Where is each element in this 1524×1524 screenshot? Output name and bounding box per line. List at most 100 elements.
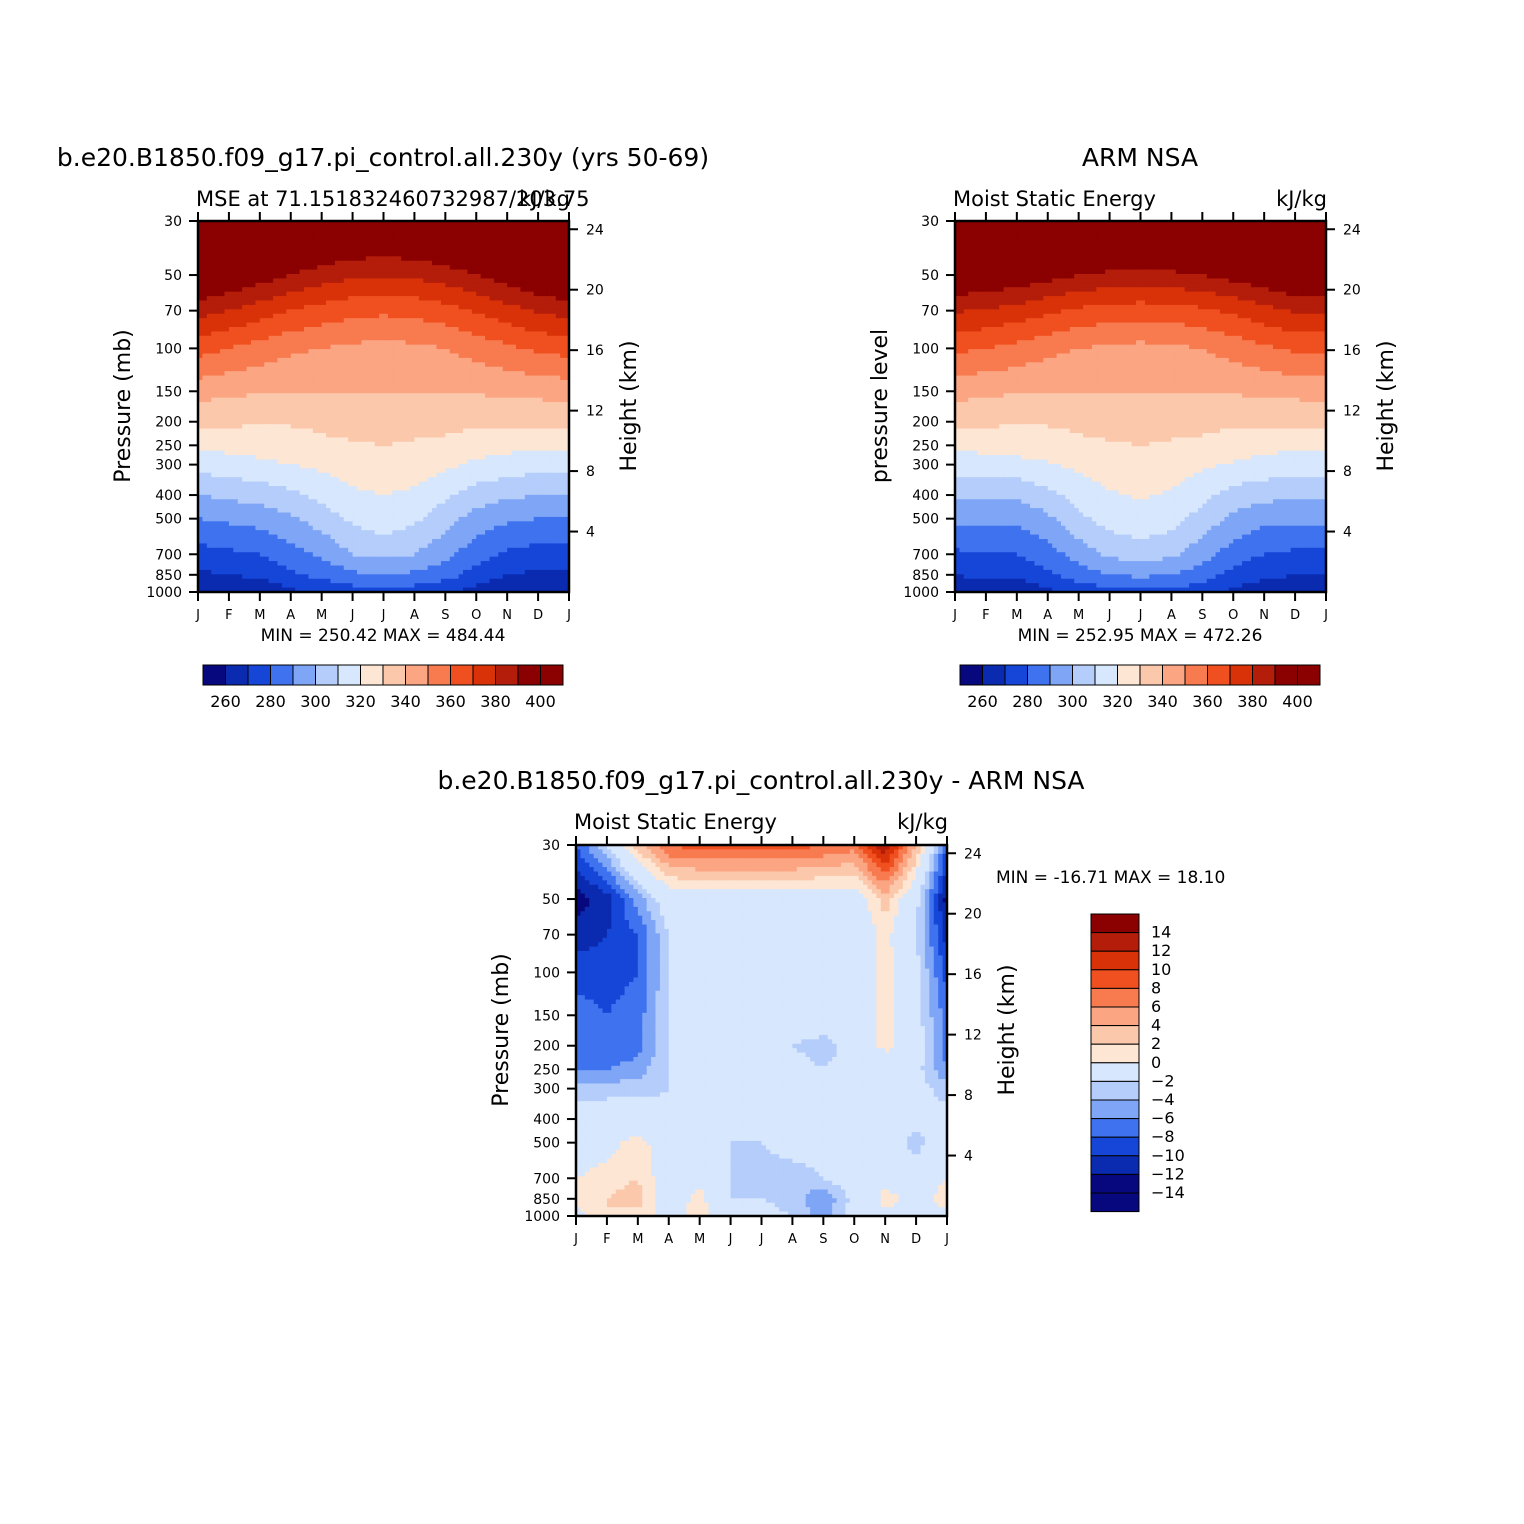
contour-cell	[542, 371, 548, 377]
contour-cell	[516, 424, 522, 430]
contour-cell	[339, 304, 345, 310]
contour-cell	[436, 247, 442, 253]
contour-cell	[507, 433, 513, 439]
contour-cell	[449, 327, 455, 333]
contour-cell	[542, 406, 548, 412]
contour-cell	[427, 349, 433, 355]
contour-cell	[387, 415, 393, 421]
contour-cell	[440, 384, 446, 390]
contour-cell	[387, 340, 393, 346]
contour-cell	[286, 406, 292, 412]
contour-cell	[485, 349, 491, 355]
contour-cell	[498, 265, 504, 271]
contour-cell	[493, 380, 499, 386]
contour-cell	[449, 260, 455, 266]
contour-cell	[198, 428, 204, 434]
contour-cell	[370, 313, 376, 319]
contour-cell	[202, 221, 208, 227]
contour-cell	[432, 349, 438, 355]
contour-cell	[215, 455, 221, 461]
contour-cell	[542, 380, 548, 386]
contour-cell	[206, 393, 212, 399]
contour-cell	[233, 300, 239, 306]
contour-cell	[449, 256, 455, 262]
contour-cell	[348, 410, 354, 416]
contour-cell	[334, 380, 340, 386]
contour-cell	[330, 278, 336, 284]
contour-cell	[564, 419, 570, 425]
contour-cell	[555, 384, 561, 390]
contour-cell	[418, 357, 424, 363]
contour-cell	[361, 402, 367, 408]
contour-cell	[414, 340, 420, 346]
contour-cell	[471, 274, 477, 280]
contour-cell	[237, 380, 243, 386]
contour-cell	[401, 278, 407, 284]
contour-cell	[485, 309, 491, 315]
contour-cell	[436, 463, 442, 469]
contour-cell	[277, 296, 283, 302]
contour-cell	[538, 300, 544, 306]
contour-cell	[511, 349, 517, 355]
contour-cell	[458, 278, 464, 284]
contour-cell	[277, 388, 283, 394]
contour-cell	[520, 397, 526, 403]
contour-cell	[529, 318, 535, 324]
contour-cell	[281, 309, 287, 315]
contour-cell	[220, 260, 226, 266]
contour-cell	[489, 335, 495, 341]
contour-cell	[334, 234, 340, 240]
contour-cell	[560, 265, 566, 271]
contour-cell	[259, 459, 265, 465]
contour-cell	[259, 234, 265, 240]
contour-cell	[560, 309, 566, 315]
contour-cell	[458, 243, 464, 249]
contour-cell	[471, 477, 477, 483]
contour-cell	[432, 357, 438, 363]
contour-cell	[312, 260, 318, 266]
contour-cell	[312, 433, 318, 439]
contour-cell	[454, 463, 460, 469]
contour-cell	[418, 366, 424, 372]
contour-cell	[432, 424, 438, 430]
contour-cell	[440, 331, 446, 337]
contour-cell	[418, 397, 424, 403]
contour-cell	[454, 225, 460, 231]
contour-cell	[224, 229, 230, 235]
contour-cell	[339, 437, 345, 443]
contour-cell	[233, 433, 239, 439]
contour-cell	[343, 362, 349, 368]
contour-cell	[449, 331, 455, 337]
contour-cell	[511, 327, 517, 333]
contour-cell	[317, 251, 323, 257]
contour-cell	[259, 327, 265, 333]
contour-cell	[564, 256, 570, 262]
contour-cell	[432, 380, 438, 386]
contour-cell	[551, 459, 557, 465]
contour-cell	[498, 402, 504, 408]
contour-cell	[352, 344, 358, 350]
contour-cell	[295, 455, 301, 461]
contour-cell	[555, 327, 561, 333]
contour-cell	[290, 393, 296, 399]
contour-cell	[524, 468, 530, 474]
contour-cell	[211, 366, 217, 372]
contour-cell	[538, 366, 544, 372]
contour-cell	[357, 433, 363, 439]
contour-cell	[334, 481, 340, 487]
contour-cell	[264, 472, 270, 478]
contour-cell	[206, 362, 212, 368]
contour-cell	[374, 477, 380, 483]
contour-cell	[560, 406, 566, 412]
contour-cell	[202, 353, 208, 359]
contour-cell	[365, 428, 371, 434]
contour-cell	[211, 327, 217, 333]
contour-cell	[427, 393, 433, 399]
contour-cell	[379, 380, 385, 386]
contour-cell	[215, 349, 221, 355]
contour-cell	[529, 357, 535, 363]
contour-cell	[268, 357, 274, 363]
contour-cell	[418, 446, 424, 452]
contour-cell	[304, 446, 310, 452]
contour-cell	[251, 415, 257, 421]
